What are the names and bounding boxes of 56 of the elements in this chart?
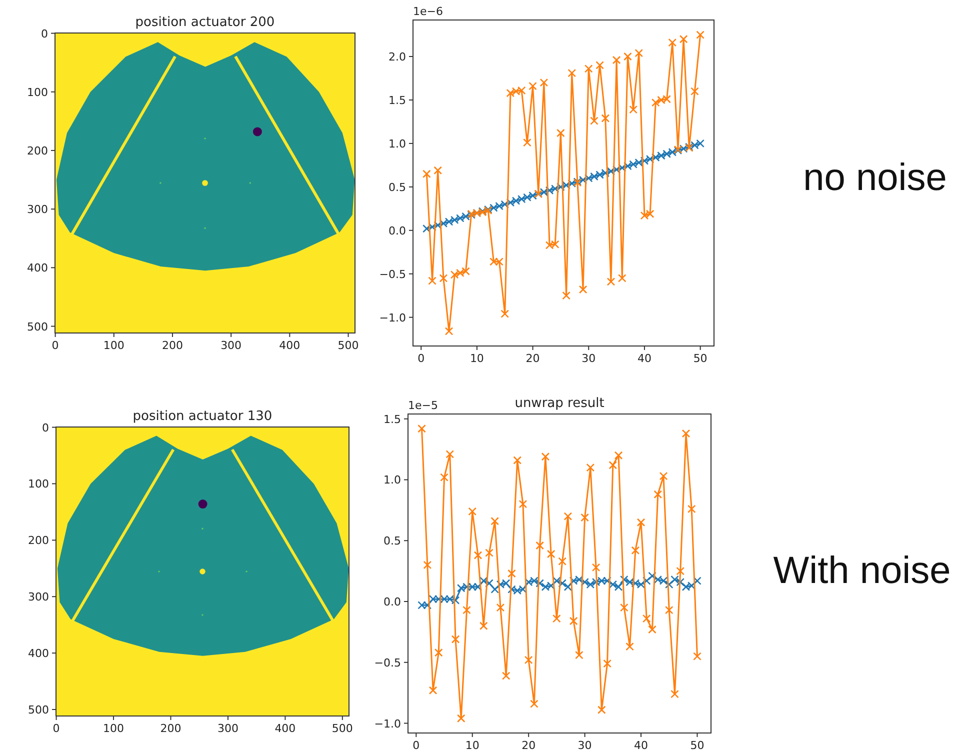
x-tick-label: 300 <box>220 339 242 352</box>
y-tick-label: 0.5 <box>384 534 401 548</box>
y-tick-label: 400 <box>27 262 48 275</box>
y-tick-label: 0.0 <box>388 224 406 238</box>
y-tick-label: −0.5 <box>379 268 406 281</box>
y-tick-label: 500 <box>28 704 49 717</box>
x-tick-label: 300 <box>217 722 238 735</box>
y-tick-label: 1.0 <box>388 137 406 150</box>
y-tick-label: 100 <box>28 478 49 491</box>
x-tick-label: 200 <box>162 339 183 352</box>
y-tick-label: 300 <box>27 203 48 216</box>
y-tick-label: 200 <box>28 534 49 548</box>
x-tick-label: 10 <box>465 739 480 752</box>
x-tick-label: 400 <box>274 722 296 735</box>
y-tick-label: 200 <box>27 144 48 158</box>
x-tick-label: 20 <box>526 352 540 365</box>
x-tick-label: 40 <box>634 739 648 752</box>
y-tick-label: −0.5 <box>374 656 401 670</box>
y-tick-label: 2.0 <box>388 50 406 64</box>
x-tick-label: 0 <box>412 739 420 752</box>
y-tick-label: −1.0 <box>379 311 406 324</box>
text: no noise <box>803 157 947 200</box>
y-tick-label: 0 <box>42 421 49 434</box>
x-tick-label: 200 <box>160 722 182 735</box>
chart-title: position actuator 130 <box>132 409 272 424</box>
y-tick-label: 1.5 <box>384 412 401 426</box>
x-tick-label: 20 <box>522 739 536 752</box>
x-tick-label: 10 <box>470 352 484 365</box>
y-tick-label: 300 <box>28 590 49 604</box>
y-tick-label: 0.5 <box>388 180 406 194</box>
x-tick-label: 100 <box>103 722 124 735</box>
x-tick-label: 40 <box>637 352 652 365</box>
text: 1e−5 <box>408 399 438 412</box>
x-tick-label: 0 <box>52 722 60 735</box>
y-tick-label: 500 <box>27 320 48 334</box>
x-tick-label: 0 <box>52 339 59 352</box>
text: With noise <box>773 550 951 592</box>
y-tick-label: 100 <box>27 86 48 99</box>
y-tick-label: 400 <box>28 647 49 660</box>
y-tick-label: 1.0 <box>384 474 401 487</box>
x-tick-label: 50 <box>690 739 704 752</box>
chart-title: position actuator 200 <box>135 15 275 30</box>
y-tick-label: 1.5 <box>388 94 406 107</box>
chart-title: unwrap result <box>514 396 604 411</box>
x-tick-label: 0 <box>418 352 425 365</box>
x-tick-label: 500 <box>338 339 359 352</box>
y-tick-label: 0.0 <box>384 596 401 609</box>
x-tick-label: 100 <box>103 339 124 352</box>
x-tick-label: 500 <box>332 722 353 735</box>
x-tick-label: 30 <box>578 739 592 752</box>
x-tick-label: 30 <box>582 352 596 365</box>
text: 1e−6 <box>413 5 443 18</box>
x-tick-label: 400 <box>279 339 300 352</box>
x-tick-label: 50 <box>693 352 708 365</box>
y-tick-label: −1.0 <box>374 717 401 730</box>
y-tick-label: 0 <box>41 27 48 40</box>
